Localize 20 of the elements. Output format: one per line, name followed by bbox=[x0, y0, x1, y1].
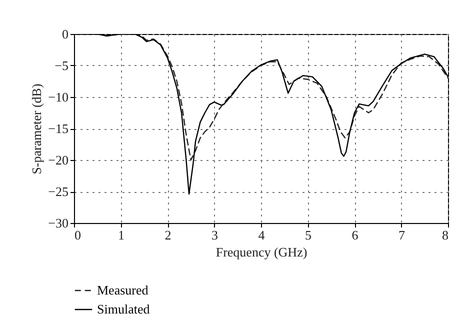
x-axis-title: Frequency (GHz) bbox=[216, 244, 308, 260]
legend-label: Measured bbox=[97, 282, 149, 298]
x-tick-label: 8 bbox=[442, 228, 448, 242]
x-tick-label: 3 bbox=[212, 228, 218, 242]
x-tick-label: 1 bbox=[118, 228, 124, 242]
y-tick-label: 0 bbox=[62, 26, 68, 42]
x-tick-label: 2 bbox=[164, 228, 172, 242]
y-tick-label: −5 bbox=[54, 58, 68, 73]
y-tick-label: −10 bbox=[48, 90, 68, 104]
legend-label: Simulated bbox=[97, 302, 150, 316]
y-tick-label: −20 bbox=[48, 152, 68, 168]
x-tick-label: 0 bbox=[74, 228, 81, 242]
x-tick-label: 5 bbox=[305, 228, 312, 242]
y-axis-title: S-parameter (dB) bbox=[29, 84, 44, 174]
y-tick-label: −30 bbox=[48, 216, 68, 230]
x-tick-label: 4 bbox=[258, 228, 266, 242]
y-tick-label: −15 bbox=[48, 121, 68, 136]
x-tick-label: 7 bbox=[398, 228, 406, 242]
x-tick-label: 6 bbox=[352, 228, 359, 242]
y-tick-label: −25 bbox=[48, 184, 68, 199]
